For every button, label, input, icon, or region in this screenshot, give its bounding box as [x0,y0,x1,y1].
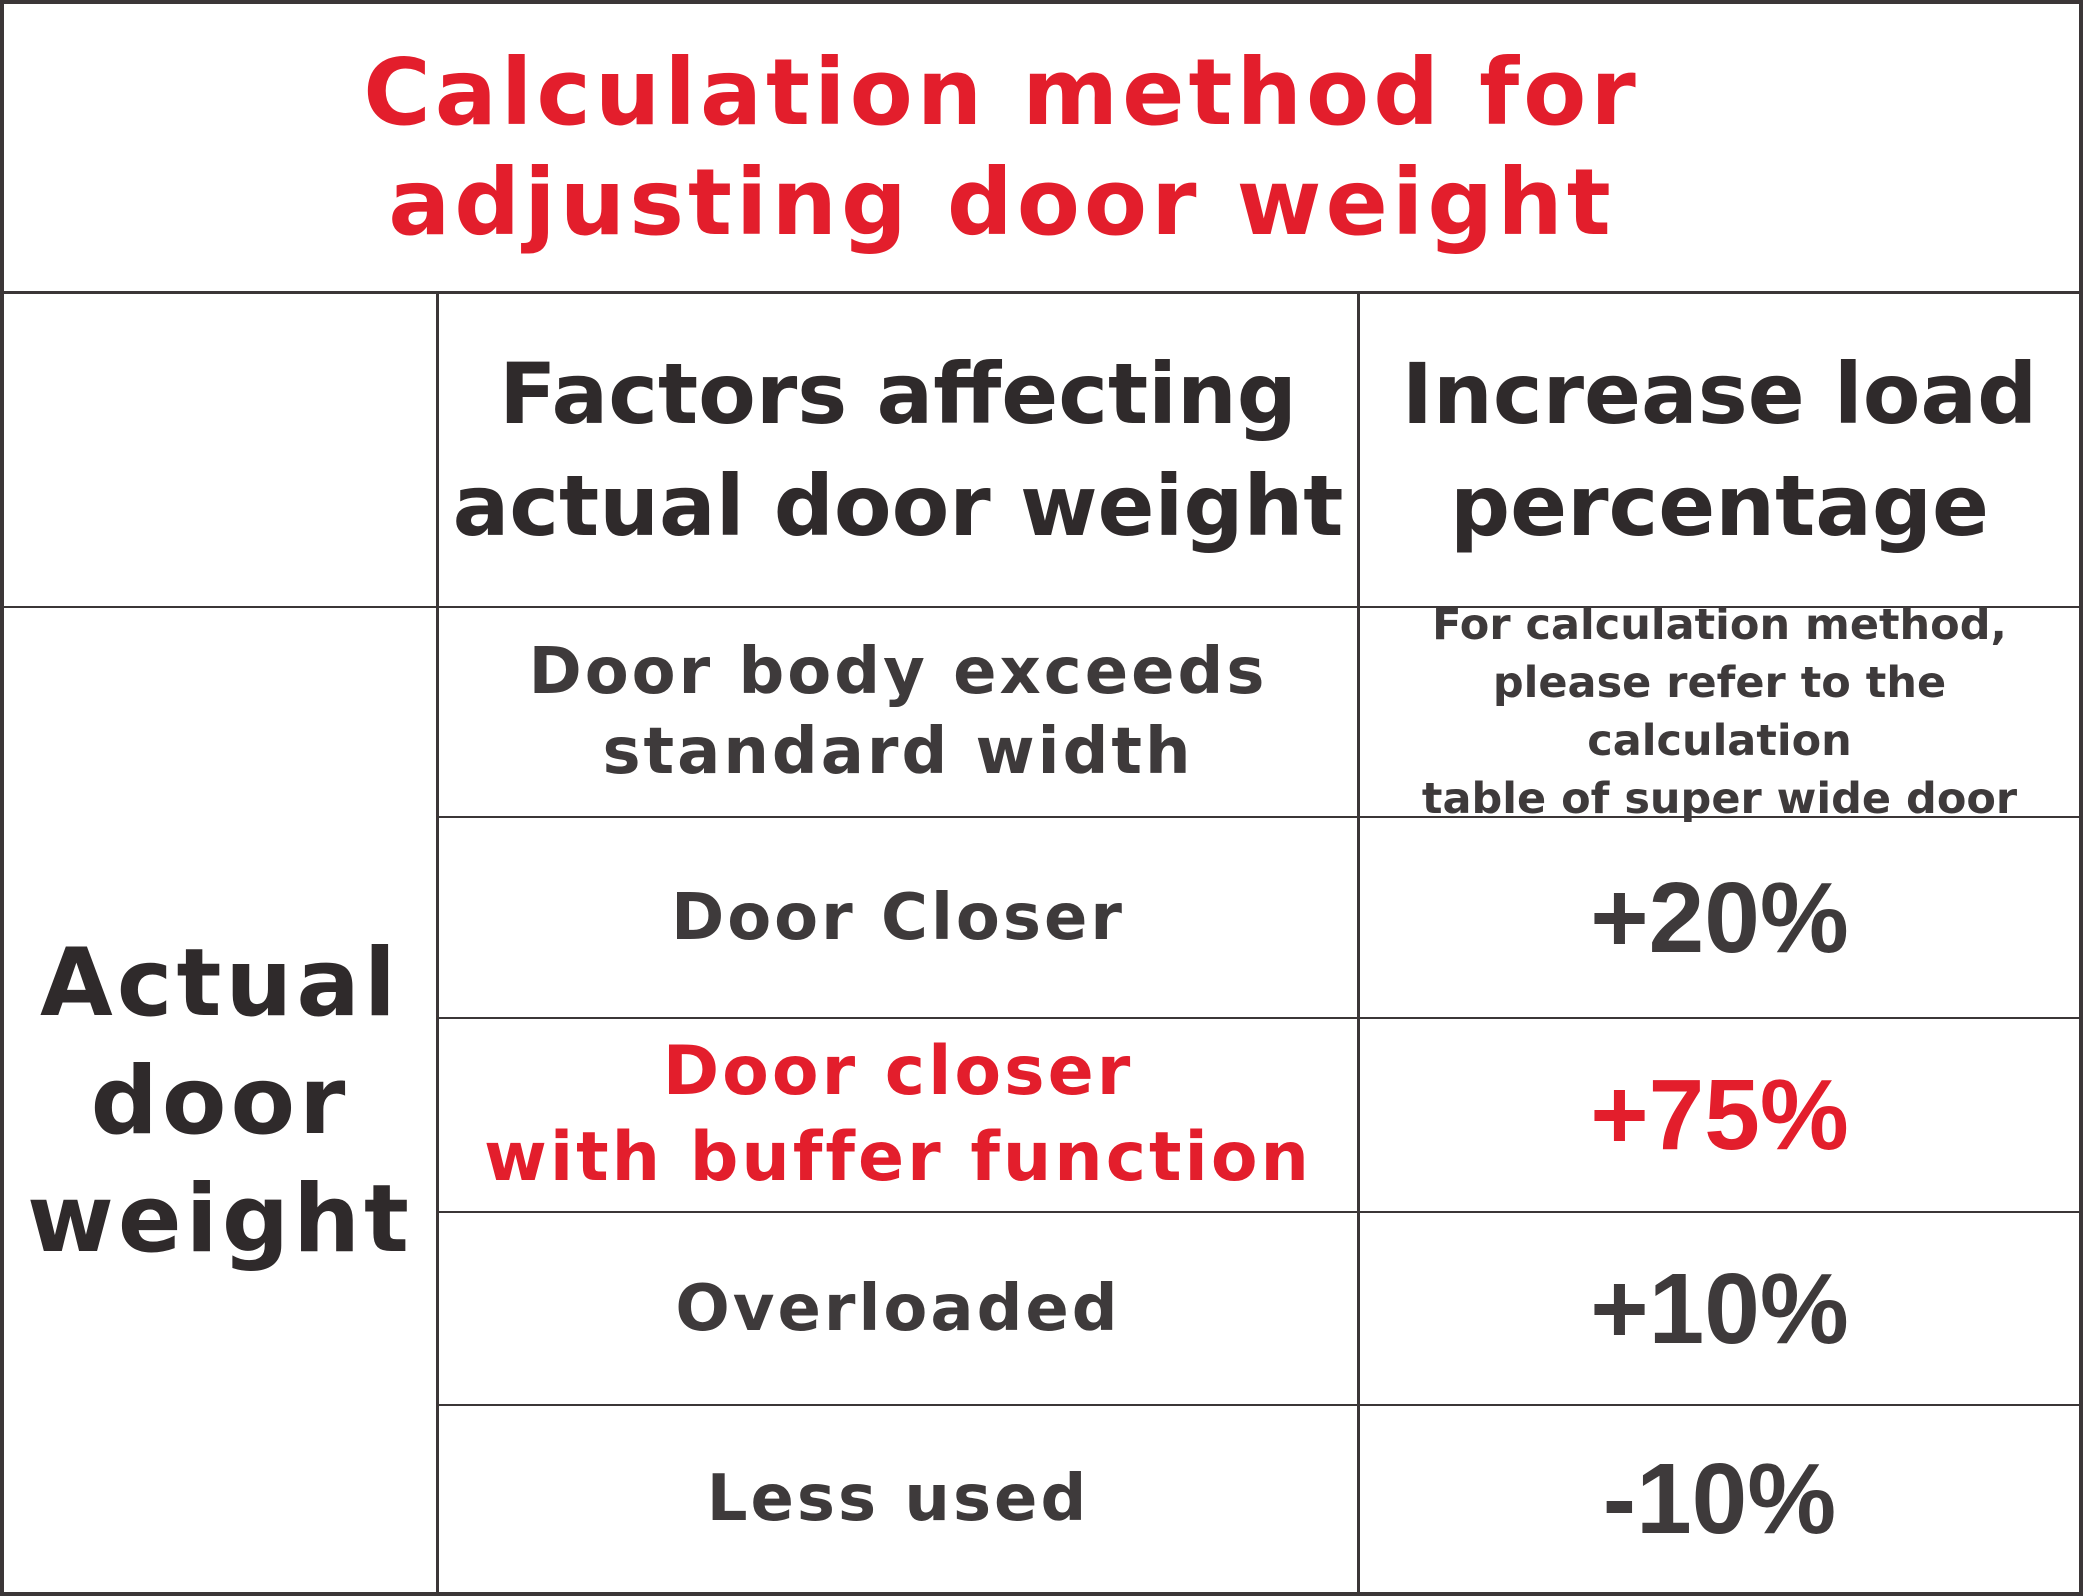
side-label-line-3: weight [27,1165,413,1274]
divider-row-1 [436,816,2079,818]
side-label: Actual door weight [27,925,413,1279]
row-1-note: For calculation method, please refer to … [1360,596,2079,828]
row-4-factor-cell: Overloaded [439,1213,1357,1404]
title-line-2: adjusting door weight [388,148,1615,256]
row-1-factor-cell: Door body exceeds standard width [439,608,1357,816]
header-factors: Factors affecting actual door weight [453,338,1344,562]
row-3-factor: Door closer with buffer function [484,1029,1312,1201]
header-empty-cell [4,294,436,606]
header-factors-line-2: actual door weight [452,457,1344,555]
row-1-factor: Door body exceeds standard width [529,632,1268,792]
row-5-factor-cell: Less used [439,1406,1357,1592]
row-3-value: +75% [1590,1059,1849,1171]
row-2-value-cell: +20% [1360,818,2079,1017]
divider-header-bottom [4,606,2079,608]
title-line-1: Calculation method for [363,38,1640,146]
row-3-factor-line-2: with buffer function [484,1118,1312,1197]
divider-row-2 [436,1017,2079,1019]
header-increase-line-2: percentage [1449,457,1990,555]
row-3-value-cell: +75% [1360,1019,2079,1211]
row-2-factor-cell: Door Closer [439,818,1357,1017]
side-label-line-2: door [90,1047,350,1156]
header-increase: Increase load percentage [1402,338,2037,562]
side-label-line-1: Actual [40,929,400,1038]
row-2-factor: Door Closer [671,880,1125,955]
row-1-note-line-1: For calculation method, [1432,600,2007,650]
row-1-note-line-3: table of super wide door [1421,774,2018,824]
row-1-factor-line-1: Door body exceeds [528,635,1268,709]
row-4-value: +10% [1590,1252,1849,1365]
row-5-value: -10% [1602,1443,1837,1555]
divider-row-4 [436,1404,2079,1406]
title-row: Calculation method for adjusting door we… [4,4,2079,294]
row-4-value-cell: +10% [1360,1213,2079,1404]
table-title: Calculation method for adjusting door we… [363,38,1639,258]
row-3-factor-line-1: Door closer [662,1032,1134,1111]
row-1-factor-line-2: standard width [602,715,1194,789]
side-label-cell: Actual door weight [4,608,436,1596]
row-5-value-cell: -10% [1360,1406,2079,1592]
row-2-value: +20% [1590,861,1849,974]
header-factors-line-1: Factors affecting [499,345,1297,443]
header-increase-cell: Increase load percentage [1360,294,2079,606]
row-4-factor: Overloaded [675,1271,1121,1346]
divider-vertical-left [436,294,439,1596]
divider-vertical-right [1357,294,1360,1596]
header-factors-cell: Factors affecting actual door weight [439,294,1357,606]
divider-row-3 [436,1211,2079,1213]
row-5-factor: Less used [706,1462,1090,1536]
row-1-value-cell: For calculation method, please refer to … [1360,600,2079,824]
row-1-note-line-2: please refer to the calculation [1492,658,1947,766]
header-increase-line-1: Increase load [1401,345,2038,443]
row-3-factor-cell: Door closer with buffer function [439,1019,1357,1211]
